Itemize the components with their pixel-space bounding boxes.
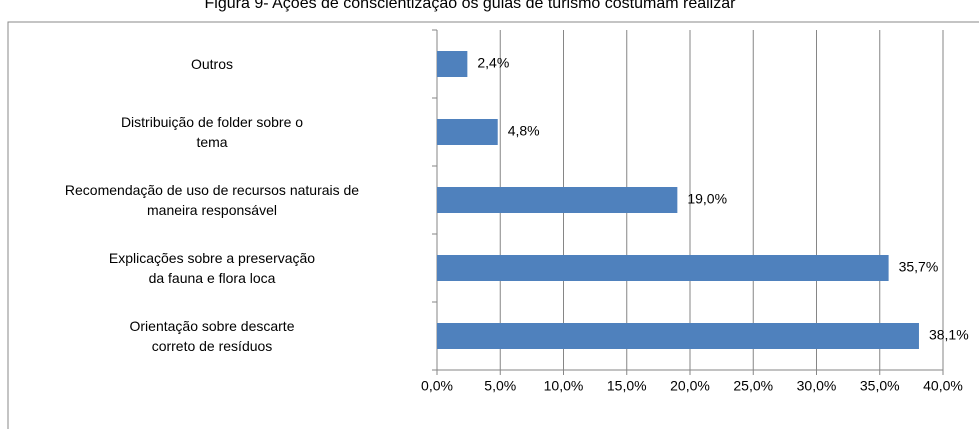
value-label: 2,4% [477, 55, 509, 71]
x-tick-label: 20,0% [670, 378, 710, 394]
value-label: 35,7% [899, 259, 939, 275]
y-tick-label: Outros [190, 56, 233, 72]
x-tick-label: 25,0% [733, 378, 773, 394]
bar [437, 187, 678, 213]
y-tick-label: Distribuição de folder sobre o tema [120, 114, 304, 150]
bar [437, 51, 468, 77]
x-tick-label: 40,0% [923, 378, 963, 394]
chart-frame [7, 21, 979, 429]
value-label: 38,1% [929, 327, 969, 343]
bar [437, 255, 889, 281]
x-tick-label: 10,0% [544, 378, 584, 394]
x-tick-label: 30,0% [797, 378, 837, 394]
x-tick-label: 0,0% [421, 378, 453, 394]
x-tick-label: 35,0% [860, 378, 900, 394]
x-tick-label: 15,0% [607, 378, 647, 394]
y-tick-label: Orientação sobre descarte correto de res… [129, 318, 295, 354]
bar [437, 323, 919, 349]
bar [437, 119, 498, 145]
value-label: 19,0% [687, 191, 727, 207]
value-label: 4,8% [508, 123, 540, 139]
y-tick-label: Recomendação de uso de recursos naturais… [64, 182, 360, 218]
chart-title: Figura 9- Ações de conscientização os gu… [205, 0, 737, 12]
x-tick-label: 5,0% [484, 378, 516, 394]
y-tick-label: Explicações sobre a preservação da fauna… [108, 250, 316, 286]
